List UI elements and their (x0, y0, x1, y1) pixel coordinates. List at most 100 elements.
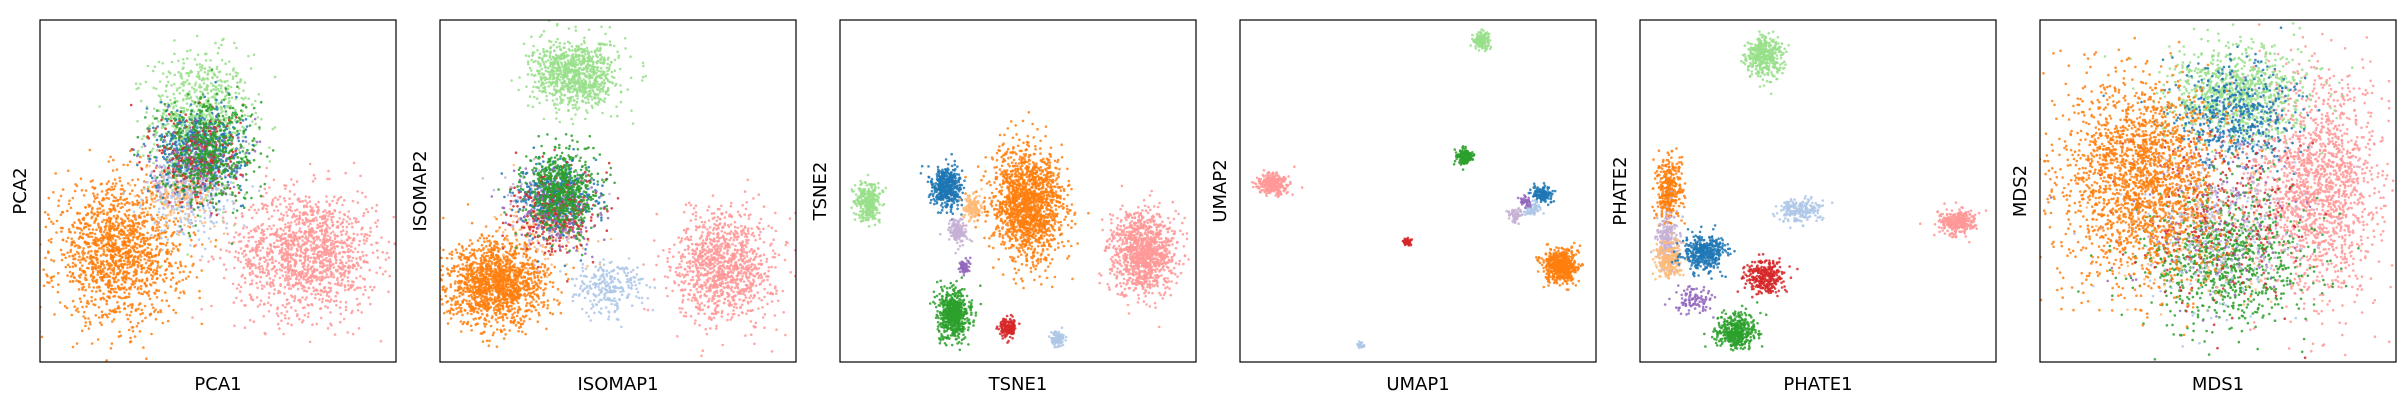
data-point (237, 87, 241, 90)
data-point (285, 310, 289, 313)
data-point (129, 184, 132, 187)
data-point (329, 311, 332, 314)
data-point (132, 226, 135, 230)
data-point (326, 218, 329, 221)
data-point (185, 97, 188, 101)
data-point (310, 292, 313, 296)
data-point (356, 233, 359, 236)
data-point (344, 171, 348, 175)
data-point (255, 243, 259, 247)
data-point (280, 269, 284, 272)
data-point (212, 95, 215, 98)
data-point (179, 72, 183, 75)
data-point (210, 111, 214, 115)
data-point (150, 255, 154, 259)
data-point (293, 265, 297, 268)
data-point (77, 218, 81, 221)
data-point (129, 285, 132, 289)
data-point (149, 181, 153, 184)
data-point (195, 184, 198, 187)
data-point (208, 198, 212, 202)
data-point (365, 233, 369, 236)
data-point (244, 304, 247, 307)
data-point (261, 287, 264, 291)
data-point (364, 195, 367, 199)
data-point (126, 256, 130, 260)
data-point (334, 294, 338, 298)
data-point (161, 248, 164, 252)
data-point (278, 218, 282, 221)
data-point (239, 188, 243, 192)
data-point (178, 86, 182, 89)
data-point (102, 263, 106, 267)
data-point (176, 200, 180, 203)
data-point (245, 125, 249, 128)
data-point (255, 281, 258, 285)
data-point (343, 199, 346, 202)
data-point (183, 198, 187, 201)
data-point (321, 278, 324, 281)
data-point (333, 255, 337, 258)
data-point (344, 232, 348, 236)
data-point (175, 100, 179, 103)
data-point (370, 243, 373, 246)
data-point (234, 216, 238, 220)
data-point (273, 209, 276, 212)
data-point (148, 259, 152, 263)
data-point (362, 254, 365, 257)
data-point (112, 204, 116, 208)
data-point (185, 196, 188, 199)
data-point (325, 195, 328, 198)
data-point (325, 256, 328, 260)
data-point (296, 313, 299, 316)
data-point (335, 226, 339, 229)
data-point (127, 214, 131, 217)
data-point (232, 301, 236, 304)
data-point (170, 234, 173, 238)
data-point (132, 274, 135, 278)
data-point (324, 229, 327, 232)
data-point (229, 175, 232, 179)
data-point (185, 217, 188, 221)
data-point (251, 270, 254, 273)
data-point (224, 268, 228, 271)
data-point (317, 200, 320, 204)
data-point (64, 265, 68, 269)
data-point (206, 189, 210, 193)
data-point (42, 268, 45, 272)
data-point (121, 187, 124, 191)
data-point (139, 287, 143, 291)
data-point (146, 231, 149, 235)
data-point (134, 203, 137, 206)
data-point (197, 72, 200, 76)
data-point (345, 244, 349, 248)
data-point (135, 325, 139, 328)
data-point (198, 296, 201, 300)
data-point (176, 165, 179, 168)
data-point (181, 89, 185, 92)
data-point (234, 91, 238, 95)
data-point (87, 266, 90, 270)
data-point (192, 224, 195, 228)
data-point (295, 275, 299, 278)
data-point (319, 260, 322, 263)
data-point (139, 312, 142, 316)
data-point (37, 287, 40, 290)
data-point (214, 101, 217, 105)
data-point (66, 263, 70, 267)
data-point (77, 258, 80, 262)
data-point (236, 259, 240, 262)
data-point (108, 275, 112, 279)
data-point (118, 237, 121, 240)
data-point (102, 230, 106, 234)
data-point (210, 89, 213, 93)
data-point (373, 285, 376, 289)
data-point (238, 240, 241, 243)
data-point (179, 203, 182, 207)
data-point (78, 212, 81, 215)
data-point (187, 275, 190, 278)
data-point (304, 272, 307, 275)
data-point (233, 41, 236, 45)
data-point (144, 180, 148, 184)
